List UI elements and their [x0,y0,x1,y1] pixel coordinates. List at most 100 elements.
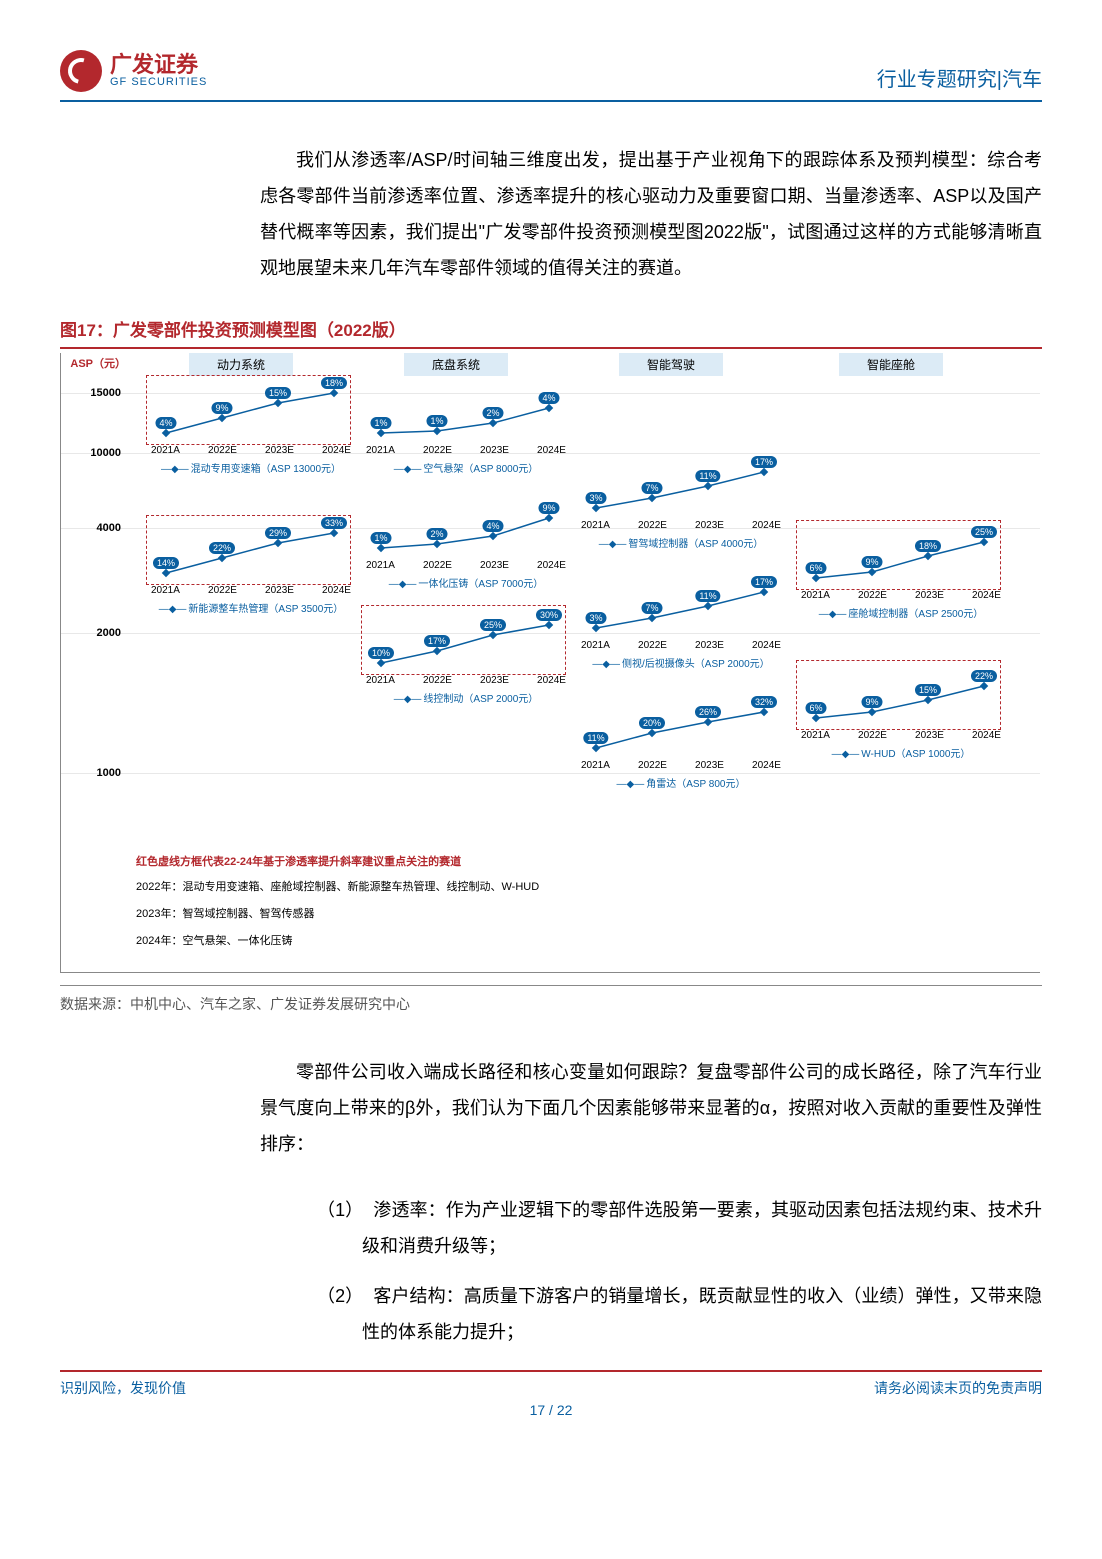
data-badge: 1% [426,415,447,427]
logo-text-en: GF SECURITIES [110,76,207,88]
data-badge: 22% [209,542,235,554]
sub-legend: 线控制动（ASP 2000元） [366,690,566,705]
sub-chart-zjy: 3%7%11%17%2021A2022E2023E2024E智驾域控制器（ASP… [581,458,781,550]
data-badge: 2% [426,528,447,540]
data-badge: 22% [971,670,997,682]
data-badge: 11% [583,732,608,744]
x-labels: 2021A2022E2023E2024E [366,445,566,456]
y-tick: 15000 [71,387,121,399]
y-tick: 10000 [71,447,121,459]
highlight-frame [796,660,1001,730]
sub-legend: 一体化压铸（ASP 7000元） [366,575,566,590]
footer-right: 请务必阅读末页的免责声明 [874,1378,1042,1398]
data-badge: 1% [370,532,391,544]
highlight-frame [146,375,351,445]
logo-icon [60,50,102,92]
data-badge: 11% [695,590,720,602]
list-item: （1） 渗透率：作为产业逻辑下的零部件选股第一要素，其驱动因素包括法规约束、技术… [290,1192,1042,1264]
page-header: 广发证券 GF SECURITIES 行业专题研究|汽车 [60,50,1042,102]
x-labels: 2021A2022E2023E2024E [801,590,1001,601]
intro-paragraph: 我们从渗透率/ASP/时间轴三维度出发，提出基于产业视角下的跟踪体系及预判模型：… [260,142,1042,286]
sub-chart-xnyzc: 14%22%29%33%2021A2022E2023E2024E新能源整车热管理… [151,523,351,615]
sub-legend: 智驾域控制器（ASP 4000元） [581,535,781,550]
chart-note: 2024年：空气悬架、一体化压铸 [136,932,292,948]
column-header: 智能驾驶 [619,353,723,376]
x-labels: 2021A2022E2023E2024E [581,520,781,531]
data-badge: 17% [424,635,450,647]
chart-note: 2022年：混动专用变速箱、座舱域控制器、新能源整车热管理、线控制动、W-HUD [136,878,539,894]
data-badge: 17% [751,576,777,588]
sub-legend: 空气悬架（ASP 8000元） [366,460,566,475]
x-labels: 2021A2022E2023E2024E [801,730,1001,741]
data-badge: 6% [805,702,826,714]
data-badge: 6% [805,562,826,574]
data-badge: 15% [265,387,291,399]
data-badge: 4% [155,417,176,429]
sub-chart-ythyz: 1% 2% 4% 9% 2021A2022E2023E2024E 一体化压铸（ASP 70… [366,498,566,590]
data-badge: 9% [861,556,882,568]
chart-note: 红色虚线方框代表22-24年基于渗透率提升斜率建议重点关注的赛道 [136,853,461,869]
sub-chart-whud: 6% 9% 15% 22% 2021A2022E2023E2024E W-HUD（ASP … [801,668,1001,760]
para2: 零部件公司收入端成长路径和核心变量如何跟踪？复盘零部件公司的成长路径，除了汽车行… [260,1054,1042,1162]
column-header: 动力系统 [189,353,293,376]
data-badge: 29% [265,527,291,539]
sub-legend: 侧视/后视摄像头（ASP 2000元） [581,655,781,670]
data-badge: 9% [861,696,882,708]
data-badge: 9% [211,402,232,414]
data-badge: 2% [482,407,503,419]
data-badge: 20% [639,717,665,729]
logo-text-cn: 广发证券 [110,54,207,76]
sub-chart-zcy: 6% 9% 18% 25% 2021A2022E2023E2024E 座舱域控制器（ASP… [801,528,1001,620]
highlight-frame [146,515,351,585]
data-badge: 25% [971,526,997,538]
data-badge: 7% [641,602,662,614]
x-labels: 2021A2022E2023E2024E [366,560,566,571]
logo: 广发证券 GF SECURITIES [60,50,207,92]
data-badge: 1% [370,417,391,429]
sub-chart-hb: 4%9%15%18%2021A2022E2023E2024E混动专用变速箱（AS… [151,383,351,475]
data-badge: 18% [321,377,347,389]
sub-legend: 座舱域控制器（ASP 2500元） [801,605,1001,620]
x-labels: 2021A2022E2023E2024E [581,760,781,771]
data-badge: 3% [585,612,606,624]
y-tick: 2000 [71,627,121,639]
list-item: （2） 客户结构：高质量下游客户的销量增长，既贡献显性的收入（业绩）弹性，又带来… [290,1278,1042,1350]
data-badge: 17% [751,456,777,468]
data-source: 数据来源：中机中心、汽车之家、广发证券发展研究中心 [60,985,1042,1014]
y-axis-label: ASP（元） [66,355,126,371]
x-labels: 2021A2022E2023E2024E [366,675,566,686]
data-badge: 4% [482,520,503,532]
sub-chart-chs: 3% 7% 11% 17% 2021A2022E2023E2024E 侧视/后视摄像头（A… [581,578,781,670]
column-header: 智能座舱 [839,353,943,376]
data-badge: 30% [536,609,562,621]
data-badge: 32% [751,696,777,708]
sub-legend: W-HUD（ASP 1000元） [801,745,1001,760]
ordered-list: （1） 渗透率：作为产业逻辑下的零部件选股第一要素，其驱动因素包括法规约束、技术… [290,1192,1042,1350]
column-header: 底盘系统 [404,353,508,376]
sub-legend: 角雷达（ASP 800元） [581,775,781,790]
header-title: 行业专题研究|汽车 [877,63,1042,92]
chart-note: 2023年：智驾域控制器、智驾传感器 [136,905,314,921]
data-badge: 14% [153,557,179,569]
footer-left: 识别风险，发现价值 [60,1378,186,1398]
sub-legend: 混动专用变速箱（ASP 13000元） [151,460,351,475]
x-labels: 2021A2022E2023E2024E [151,585,351,596]
y-tick: 4000 [71,522,121,534]
page-footer: 识别风险，发现价值 请务必阅读末页的免责声明 [60,1370,1042,1398]
data-badge: 33% [321,517,347,529]
data-badge: 15% [915,684,941,696]
data-badge: 10% [368,647,394,659]
x-labels: 2021A2022E2023E2024E [581,640,781,651]
chart-area: ASP（元） 15000 10000 4000 2000 1000 动力系统 底盘系统 智能驾… [60,353,1040,973]
data-badge: 18% [915,540,941,552]
data-badge: 9% [538,502,559,514]
data-badge: 26% [695,706,721,718]
data-badge: 11% [695,470,720,482]
data-badge: 7% [641,482,662,494]
y-tick: 1000 [71,767,121,779]
data-badge: 4% [538,392,559,404]
page-number: 17 / 22 [60,1402,1042,1418]
sub-chart-jld: 11% 20% 26% 32% 2021A2022E2023E2024E 角雷达（ASP … [581,698,781,790]
sub-chart-xkzd: 10%17%25%30%2021A2022E2023E2024E线控制动（ASP… [366,613,566,705]
sub-chart-kqxj: 1% 1% 2% 4% 2021A2022E2023E2024E 空气悬架（ASP 800… [366,383,566,475]
